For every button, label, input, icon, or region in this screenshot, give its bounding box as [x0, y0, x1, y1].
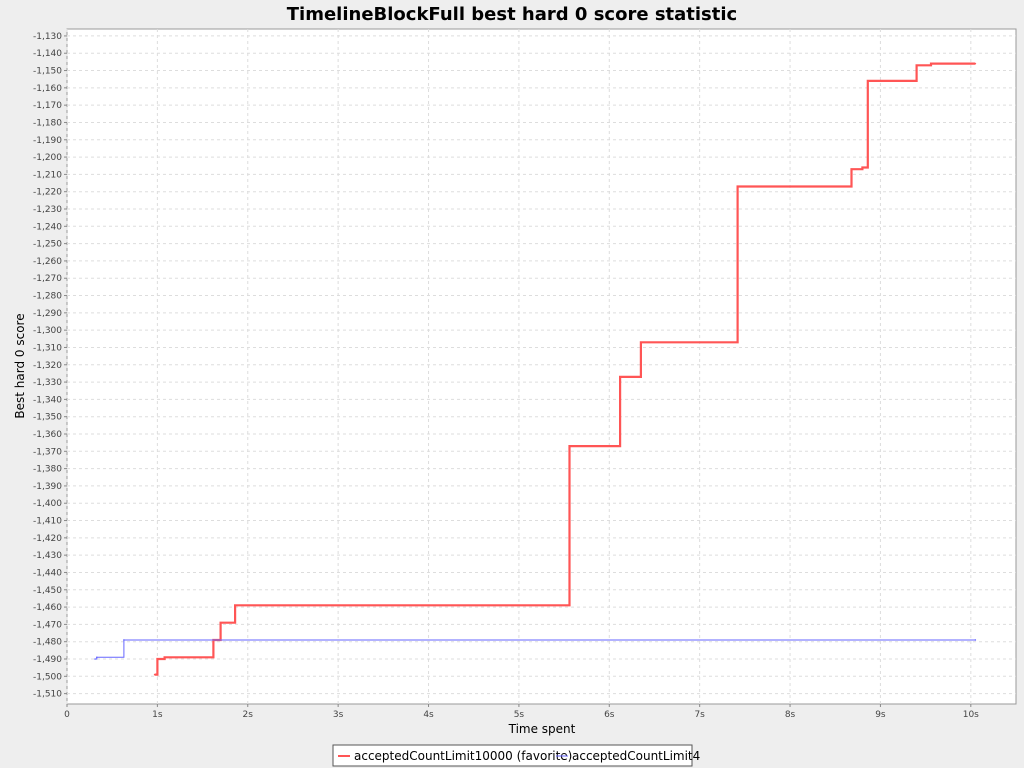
y-tick-label: -1,230: [33, 205, 62, 215]
data-point: [915, 64, 918, 67]
y-tick-label: -1,310: [33, 343, 62, 353]
y-tick-label: -1,220: [33, 188, 62, 198]
y-tick-label: -1,170: [33, 101, 62, 111]
x-axis: 0 1s 2s 3s 4s 5s 6s 7s 8s 9s 10s: [64, 704, 979, 720]
y-tick-label: -1,340: [33, 395, 62, 405]
data-point: [930, 62, 932, 65]
data-point: [866, 80, 869, 82]
legend-box: [332, 744, 693, 767]
y-tick-label: -1,380: [33, 465, 62, 475]
y-tick-label: -1,410: [33, 517, 62, 527]
y-tick-label: -1,150: [33, 67, 62, 77]
data-point: [219, 621, 222, 624]
y-tick-label: -1,300: [33, 326, 62, 336]
y-tick-label: -1,180: [33, 118, 62, 128]
data-point: [974, 639, 977, 641]
data-point: [568, 445, 571, 447]
x-tick-label: 8s: [785, 710, 796, 720]
legend-label-accepted-count-limit-4: acceptedCountLimit4: [572, 749, 700, 763]
y-tick-label: -1,390: [33, 482, 62, 492]
y-tick-label: -1,350: [33, 413, 62, 423]
y-tick-label: -1,260: [33, 257, 62, 267]
y-tick-label: -1,480: [33, 638, 62, 648]
data-point: [94, 658, 96, 660]
data-point: [974, 62, 977, 65]
y-tick-label: -1,240: [33, 222, 62, 232]
data-point: [736, 185, 739, 188]
y-tick-label: -1,320: [33, 361, 62, 371]
data-point: [640, 341, 642, 344]
y-tick-label: -1,160: [33, 84, 62, 94]
series-lines: [94, 62, 977, 676]
y-tick-label: -1,370: [33, 447, 62, 457]
data-point: [619, 376, 621, 378]
plot-area: [66, 28, 1017, 705]
series-line-0: [154, 62, 976, 676]
data-point: [156, 658, 159, 660]
y-tick-label: -1,360: [33, 430, 62, 440]
x-tick-label: 4s: [423, 710, 434, 720]
y-axis: -1,130 -1,140 -1,150 -1,160 -1,170 -1,180 -1,1…: [33, 32, 67, 700]
y-tick-label: -1,500: [33, 672, 62, 682]
x-tick-label: 9s: [875, 710, 886, 720]
data-point: [861, 166, 864, 169]
data-point: [153, 673, 156, 676]
x-axis-label: Time spent: [508, 722, 576, 736]
y-tick-label: -1,280: [33, 292, 62, 302]
y-tick-label: -1,420: [33, 534, 62, 544]
y-tick-label: -1,190: [33, 136, 62, 146]
data-point: [123, 639, 125, 641]
x-tick-label: 7s: [694, 710, 705, 720]
series-line-1: [95, 639, 976, 660]
chart-title: TimelineBlockFull best hard 0 score stat…: [287, 4, 737, 25]
grid-lines: [66, 29, 1016, 704]
data-point: [96, 656, 98, 659]
x-tick-label: 3s: [333, 710, 344, 720]
y-tick-label: -1,440: [33, 568, 62, 578]
x-tick-label: 0: [64, 710, 70, 720]
x-tick-label: 1s: [152, 710, 163, 720]
y-tick-label: -1,490: [33, 655, 62, 665]
y-tick-label: -1,270: [33, 274, 62, 284]
x-tick-label: 10s: [963, 710, 979, 720]
y-tick-label: -1,250: [33, 240, 62, 250]
data-point: [234, 604, 236, 607]
y-tick-label: -1,290: [33, 309, 62, 319]
x-tick-label: 2s: [243, 710, 254, 720]
y-tick-label: -1,130: [33, 32, 62, 42]
y-tick-label: -1,510: [33, 690, 62, 700]
legend: acceptedCountLimit10000 (favorite) accep…: [332, 744, 700, 767]
legend-label-accepted-count-limit-10000: acceptedCountLimit10000 (favorite): [354, 749, 572, 763]
y-tick-label: -1,450: [33, 586, 62, 596]
data-point: [163, 656, 166, 659]
x-tick-label: 6s: [604, 710, 615, 720]
y-tick-label: -1,430: [33, 551, 62, 561]
data-point: [850, 168, 853, 170]
y-tick-label: -1,470: [33, 620, 62, 630]
y-tick-label: -1,400: [33, 499, 62, 509]
x-tick-label: 5s: [514, 710, 525, 720]
y-axis-label: Best hard 0 score: [13, 313, 27, 418]
y-tick-label: -1,330: [33, 378, 62, 388]
y-tick-label: -1,200: [33, 153, 62, 163]
y-tick-label: -1,140: [33, 49, 62, 59]
y-tick-label: -1,210: [33, 170, 62, 180]
y-tick-label: -1,460: [33, 603, 62, 613]
